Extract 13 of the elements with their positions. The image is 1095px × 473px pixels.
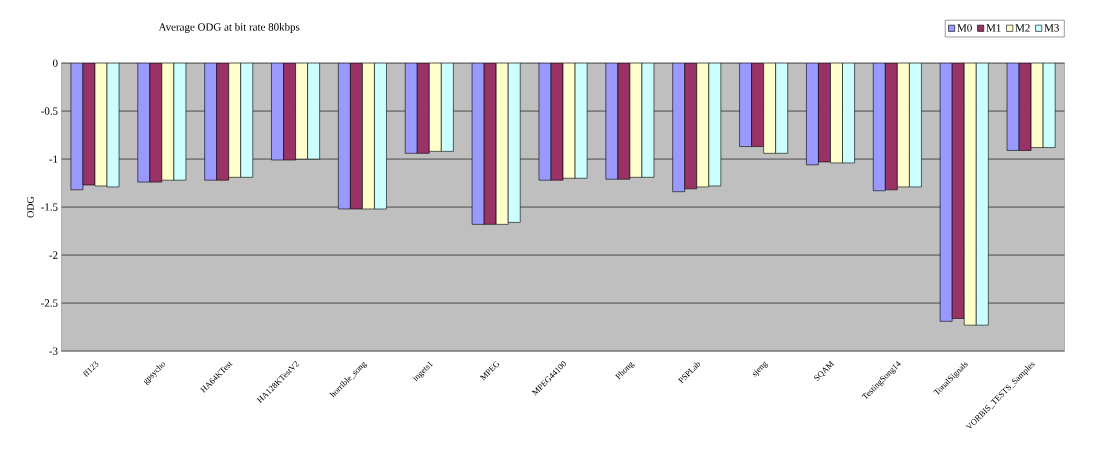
legend-label: M2	[1015, 24, 1030, 32]
y-tick-label: -3	[49, 347, 58, 355]
y-tick-label: -0.5	[41, 107, 58, 115]
y-tick-label: -2.5	[41, 299, 58, 307]
y-tick-label: -2	[49, 251, 58, 259]
y-axis-title: ODG	[27, 196, 34, 218]
legend-label: M0	[957, 24, 972, 32]
chart-title: Average ODG at bit rate 80kbps	[158, 23, 300, 33]
legend-label: M1	[986, 24, 1001, 32]
y-tick-label: -1	[49, 155, 58, 163]
y-tick-label: -1.5	[41, 203, 58, 211]
legend-label: M3	[1044, 24, 1059, 32]
y-tick-label: 0	[52, 59, 58, 67]
